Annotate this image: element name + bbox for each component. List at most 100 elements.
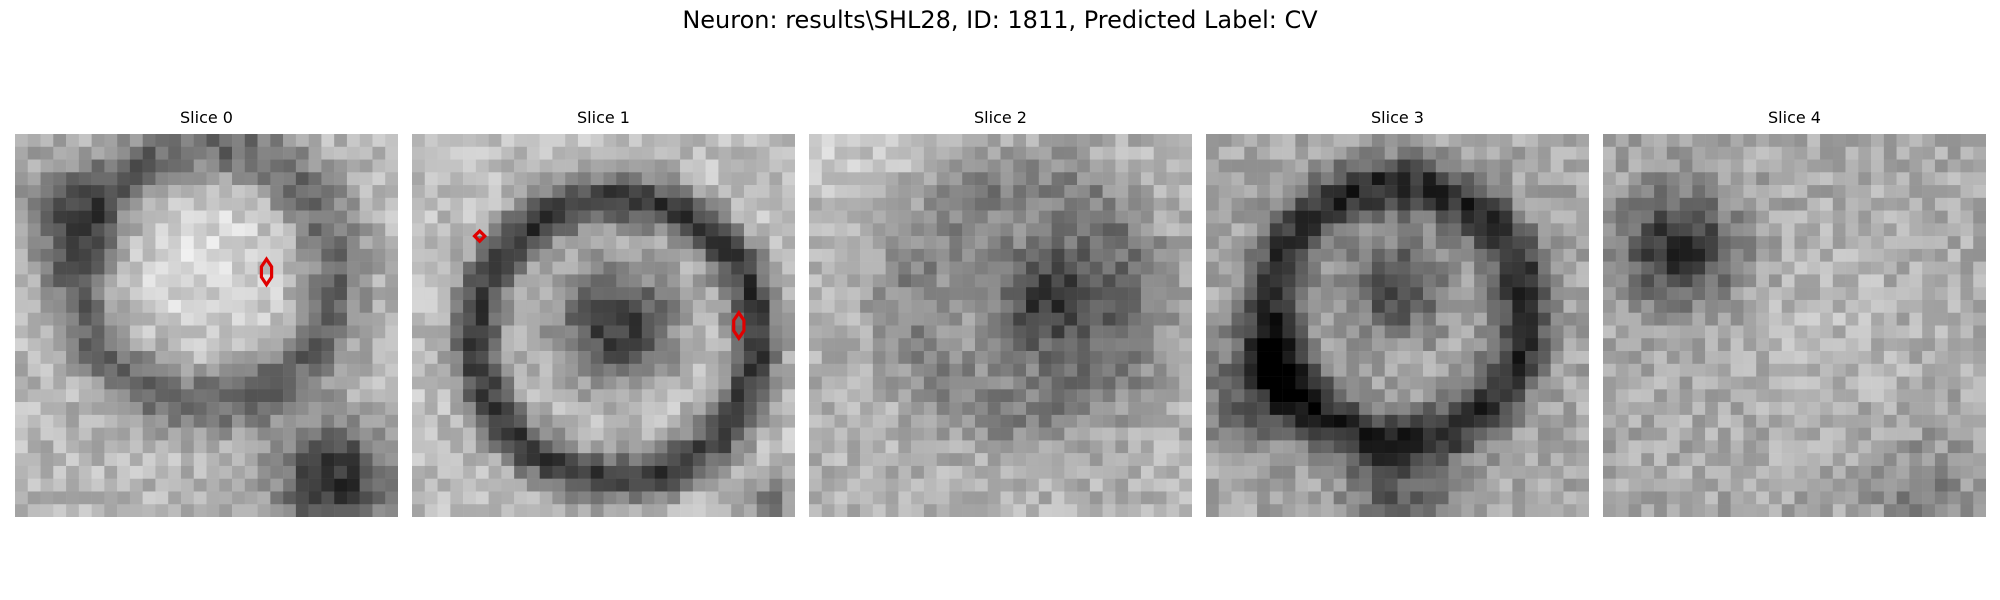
pixel <box>1282 414 1296 428</box>
pixel <box>603 197 617 211</box>
pixel <box>885 172 899 186</box>
pixel <box>1140 248 1154 262</box>
pixel <box>1064 325 1078 339</box>
pixel <box>1064 287 1078 301</box>
pixel <box>834 504 848 517</box>
pixel <box>1576 248 1589 262</box>
pixel <box>1871 312 1885 326</box>
pixel <box>424 491 438 505</box>
pixel <box>1346 185 1360 199</box>
pixel <box>155 312 169 326</box>
pixel <box>1308 159 1322 173</box>
pixel <box>821 287 835 301</box>
pixel <box>590 389 604 403</box>
pixel <box>590 351 604 365</box>
pixel <box>987 312 1001 326</box>
pixel <box>1257 236 1271 250</box>
pixel <box>1960 134 1974 148</box>
pixel <box>424 351 438 365</box>
pixel <box>1153 402 1167 416</box>
pixel <box>911 261 925 275</box>
pixel <box>1576 325 1589 339</box>
pixel <box>809 134 823 148</box>
pixel <box>334 491 348 505</box>
pixel <box>1781 223 1795 237</box>
pixel <box>1883 351 1897 365</box>
pixel <box>475 389 489 403</box>
pixel <box>1257 351 1271 365</box>
pixel <box>514 440 528 454</box>
pixel <box>1947 172 1961 186</box>
pixel <box>295 197 309 211</box>
pixel <box>590 376 604 390</box>
pixel <box>1244 465 1258 479</box>
pixel <box>1269 351 1283 365</box>
pixel <box>680 427 694 441</box>
pixel <box>66 351 80 365</box>
pixel <box>847 312 861 326</box>
pixel <box>809 210 823 224</box>
pixel <box>667 414 681 428</box>
pixel <box>1692 465 1706 479</box>
pixel <box>1423 389 1437 403</box>
pixel <box>1089 427 1103 441</box>
pixel <box>872 197 886 211</box>
pixel <box>526 197 540 211</box>
pixel <box>1832 504 1846 517</box>
pixel <box>1140 414 1154 428</box>
pixel <box>1231 248 1245 262</box>
pixel <box>1089 261 1103 275</box>
pixel <box>117 312 131 326</box>
pixel <box>1038 312 1052 326</box>
pixel <box>129 287 143 301</box>
pixel <box>1537 414 1551 428</box>
pixel <box>911 185 925 199</box>
pixel <box>1743 185 1757 199</box>
pixel <box>385 172 398 186</box>
pixel <box>731 376 745 390</box>
pixel <box>987 134 1001 148</box>
pixel <box>962 197 976 211</box>
pixel <box>193 440 207 454</box>
pixel <box>232 504 246 517</box>
pixel <box>1077 236 1091 250</box>
pixel <box>334 376 348 390</box>
pixel <box>1333 197 1347 211</box>
pixel <box>1077 185 1091 199</box>
pixel <box>641 351 655 365</box>
pixel <box>232 261 246 275</box>
pixel <box>1038 248 1052 262</box>
pixel <box>193 376 207 390</box>
pixel <box>412 210 426 224</box>
pixel <box>1244 351 1258 365</box>
pixel <box>1934 261 1948 275</box>
pixel <box>974 146 988 160</box>
pixel <box>782 389 795 403</box>
pixel <box>552 440 566 454</box>
pixel <box>1077 287 1091 301</box>
pixel <box>257 185 271 199</box>
pixel <box>1397 427 1411 441</box>
pixel <box>104 159 118 173</box>
pixel <box>501 478 515 492</box>
pixel <box>514 185 528 199</box>
pixel <box>1179 478 1192 492</box>
pixel <box>1947 210 1961 224</box>
pixel <box>1397 261 1411 275</box>
pixel <box>731 363 745 377</box>
pixel <box>1794 427 1808 441</box>
pixel <box>321 465 335 479</box>
pixel <box>15 453 29 467</box>
pixel <box>334 146 348 160</box>
pixel <box>1295 491 1309 505</box>
pixel <box>463 197 477 211</box>
pixel <box>1832 299 1846 313</box>
pixel <box>78 338 92 352</box>
pixel <box>1871 274 1885 288</box>
pixel <box>501 376 515 390</box>
pixel <box>1410 274 1424 288</box>
pixel <box>1218 236 1232 250</box>
pixel <box>1550 389 1564 403</box>
pixel <box>40 351 54 365</box>
pixel <box>1537 274 1551 288</box>
